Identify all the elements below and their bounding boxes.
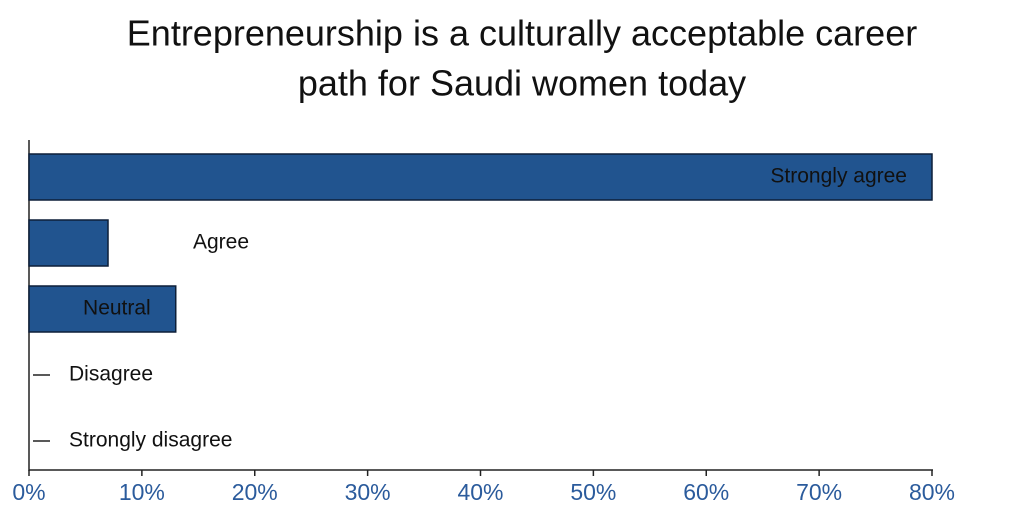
x-tick-label: 50% [570,479,616,505]
bar [28,285,177,333]
chart-title: Entrepreneurship is a culturally accepta… [127,13,917,54]
x-tick-label: 40% [457,479,503,505]
bar-label: Neutral [83,297,151,320]
bar-label: Agree [193,231,249,254]
x-tick-label: 20% [232,479,278,505]
x-tick-label: 30% [345,479,391,505]
bar [28,219,109,267]
bar-label: Disagree [69,363,153,386]
x-tick-label: 70% [796,479,842,505]
x-tick-label: 10% [119,479,165,505]
x-tick-label: 0% [12,479,45,505]
x-tick-label: 80% [909,479,955,505]
chart-title: path for Saudi women today [298,63,746,104]
x-tick-label: 60% [683,479,729,505]
bar-label: Strongly disagree [69,429,232,452]
bar-label: Strongly agree [770,165,907,188]
bar [28,153,933,201]
